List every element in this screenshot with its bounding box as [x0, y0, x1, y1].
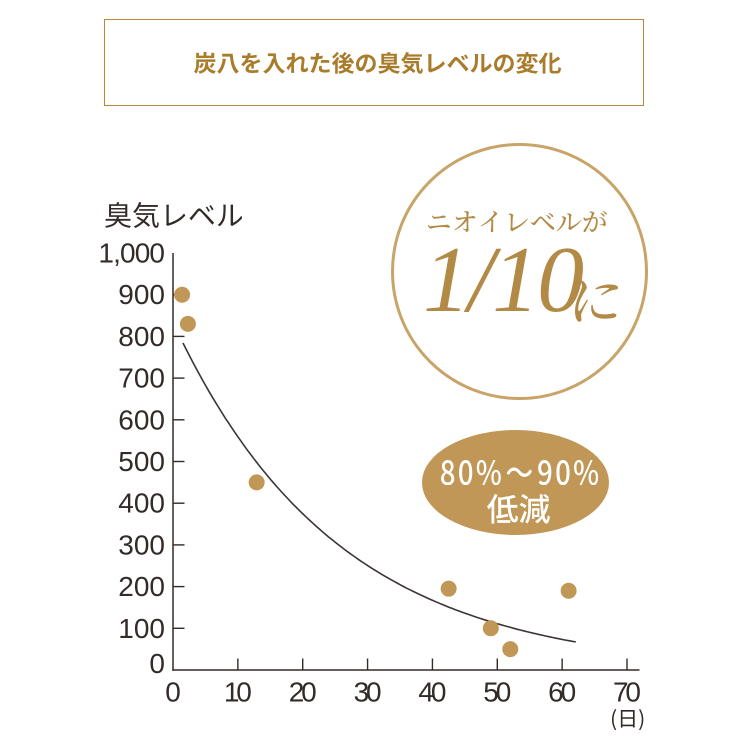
- circle-badge: [391, 142, 648, 400]
- data-point: [560, 582, 577, 599]
- x-tick-label: 50: [483, 677, 511, 708]
- chart-axes: 0 100 200 300 400 500 600 700 800 900 1,000 0 10 20 30…: [98, 238, 641, 708]
- x-tick-label: 30: [354, 677, 382, 708]
- y-tick-label: 100: [118, 613, 165, 644]
- fraction-text: 1/10: [423, 233, 589, 327]
- y-tick-label: 200: [118, 571, 165, 602]
- y-tick-label: 900: [118, 279, 165, 310]
- trend-curve: [182, 342, 576, 643]
- x-tick-label: 40: [418, 677, 446, 708]
- chart-marks: [174, 286, 577, 658]
- x-tick-label: 10: [224, 677, 252, 708]
- ellipse-badge-line1: [440, 459, 598, 485]
- data-point: [440, 580, 457, 597]
- data-point: [174, 286, 191, 303]
- y-tick-label: 700: [118, 363, 165, 394]
- x-tick-label: 60: [548, 677, 576, 708]
- circle-badge-suffix: [575, 279, 619, 322]
- fraction-value: 1/10: [423, 227, 584, 332]
- data-point: [502, 641, 519, 658]
- x-tick-label: 0: [165, 677, 181, 708]
- y-tick-label: 400: [118, 488, 165, 519]
- ellipse-badge: [421, 430, 609, 535]
- y-tick-label: 600: [118, 404, 165, 435]
- x-tick-label: 20: [289, 677, 317, 708]
- x-axis-unit: [612, 708, 644, 730]
- y-tick-label: 1,000: [98, 238, 165, 269]
- circle-badge-line1: [427, 210, 607, 233]
- x-tick-label: 70: [613, 677, 641, 708]
- chart-title-text: [193, 51, 561, 74]
- y-axis-title: [104, 202, 243, 229]
- data-point: [482, 620, 499, 637]
- data-point: [179, 315, 196, 332]
- y-tick-label: 300: [118, 529, 165, 560]
- data-point: [248, 474, 265, 491]
- y-tick-label: 800: [118, 321, 165, 352]
- y-tick-label: 0: [149, 648, 165, 679]
- y-tick-label: 500: [118, 446, 165, 477]
- ellipse-badge-line2: [487, 494, 551, 524]
